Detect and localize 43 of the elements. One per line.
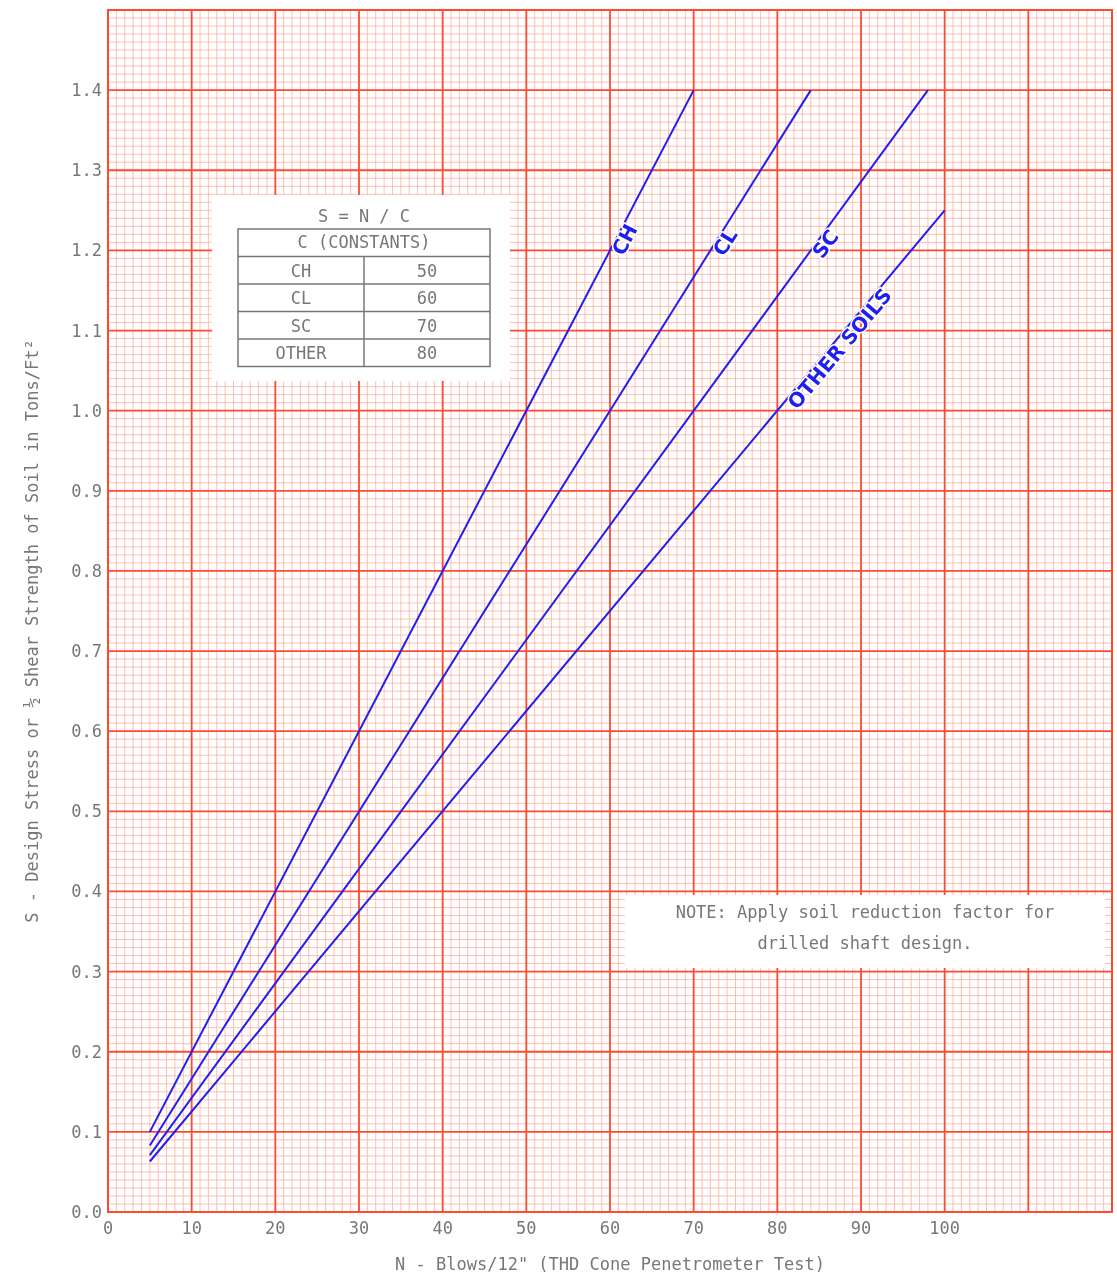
annotation: 50 [416, 260, 438, 281]
y-tick-label: 0.2 [71, 1041, 102, 1062]
y-tick-label: 1.3 [71, 160, 102, 181]
x-tick-label: 60 [599, 1218, 621, 1238]
annotation: CL [290, 288, 312, 308]
x-tick-label: 70 [683, 1218, 704, 1238]
y-tick-label: 1.0 [71, 400, 102, 421]
x-tick-label: 20 [265, 1218, 286, 1238]
annotation: CH [290, 260, 312, 281]
annotation: 80 [416, 343, 438, 363]
text: SC [807, 225, 844, 263]
y-tick-label: 0.5 [71, 801, 102, 822]
y-tick-label: 0.8 [71, 560, 102, 581]
x-tick-label: 80 [767, 1218, 788, 1238]
x-tick-label: 50 [516, 1218, 537, 1238]
annotation: S = N / C [317, 206, 411, 226]
annotation: 70 [416, 315, 438, 336]
y-tick-label: 0.1 [71, 1121, 102, 1142]
y-tick-label: 1.1 [71, 320, 102, 341]
x-tick-label: 0 [102, 1218, 114, 1238]
y-tick-label: 0.3 [71, 961, 102, 982]
y-tick-label: 0.4 [71, 881, 102, 902]
x-axis-title: N - Blows/12" (THD Cone Penetrometer Test) [395, 1254, 825, 1274]
annotation: OTHER [275, 343, 328, 363]
annotation: SC [290, 315, 312, 336]
y-tick-label: 1.4 [71, 80, 102, 101]
y-tick-label: 0.0 [71, 1202, 102, 1222]
x-tick-label: 10 [181, 1218, 202, 1238]
y-tick-label: 0.9 [71, 480, 102, 501]
x-tick-label: 30 [348, 1218, 370, 1238]
annotation: C (CONSTANTS) [297, 232, 431, 252]
y-tick-label: 0.6 [71, 721, 102, 742]
text: CL [707, 223, 743, 261]
annotation: NOTE: Apply soil reduction factor for drilled shaft design. [675, 902, 1055, 953]
x-tick-label: 90 [850, 1218, 872, 1238]
x-tick-label: 40 [432, 1218, 453, 1238]
text: CH [606, 220, 643, 260]
y-tick-label: 0.7 [71, 641, 102, 662]
note-box: NOTE: Apply soil reduction factor for drilled shaft design. [625, 895, 1105, 968]
x-tick-label: 100 [929, 1218, 961, 1238]
annotation: 60 [416, 288, 438, 308]
y-axis-title: S - Design Stress or ½ Shear Strength of Soil in Tons/Ft² [22, 339, 42, 923]
y-tick-label: 1.2 [71, 240, 102, 261]
